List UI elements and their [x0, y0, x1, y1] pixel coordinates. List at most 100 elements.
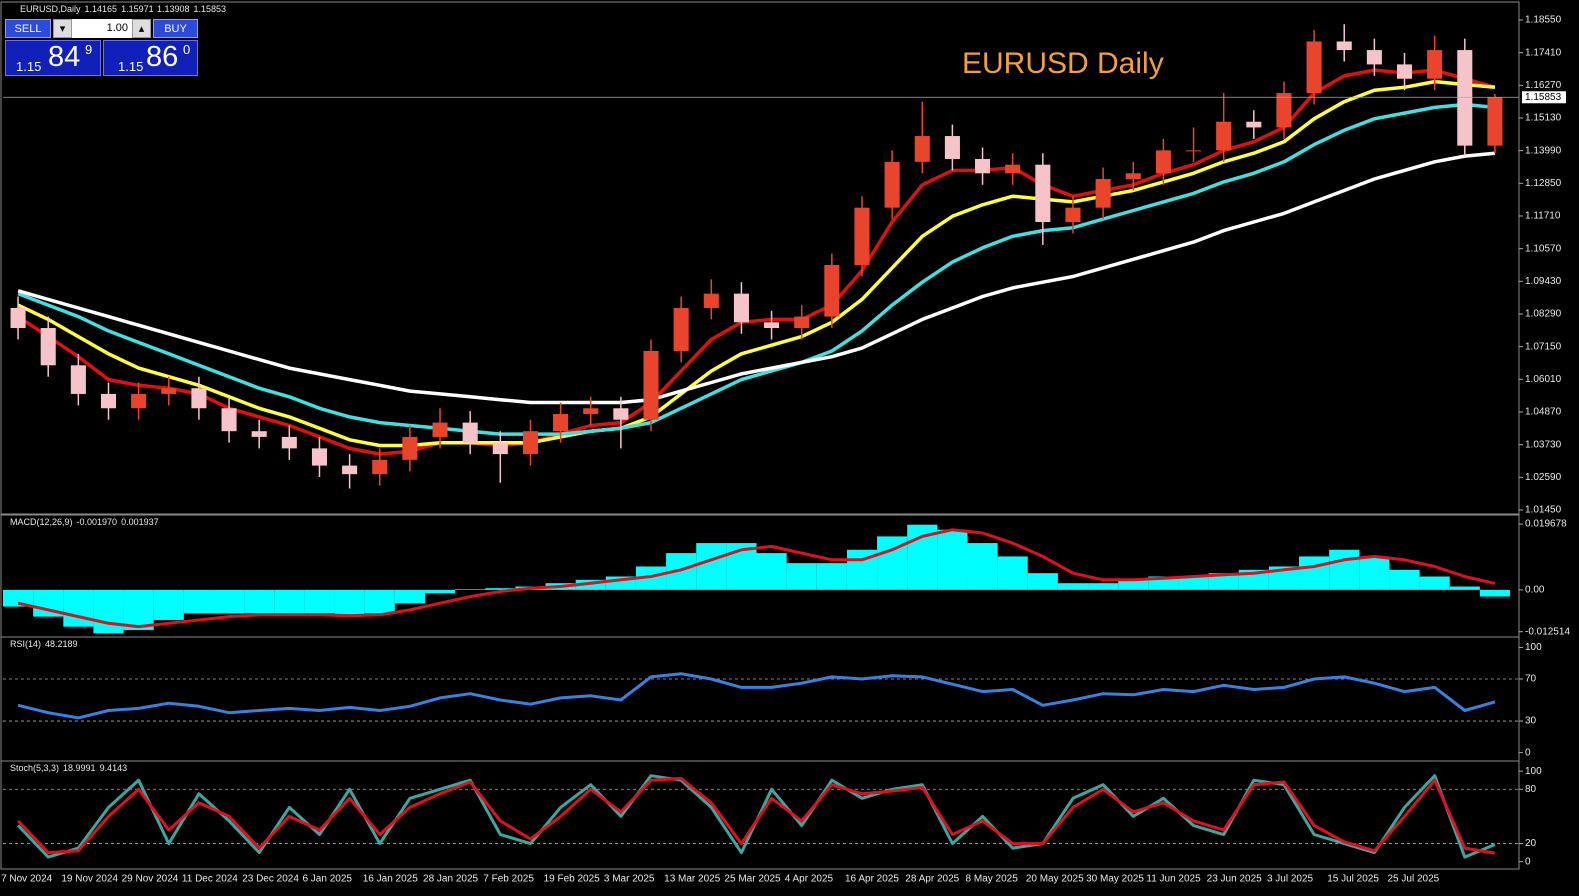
x-tick-label: 28 Apr 2025 [905, 874, 959, 885]
histogram-bar [937, 529, 968, 590]
x-tick-label: 8 May 2025 [966, 874, 1019, 885]
price-label-bg [1522, 91, 1566, 104]
candle-body [191, 388, 207, 409]
panel-title: RSI(14) [10, 639, 41, 649]
candle-body [281, 436, 297, 449]
series-line [17, 776, 1496, 855]
candle-body [1396, 64, 1413, 79]
histogram-bar [1359, 556, 1390, 590]
candle-body [583, 408, 599, 414]
y-tick-label: 1.18550 [1525, 15, 1562, 26]
candle-body [402, 436, 418, 460]
histogram-bar [1027, 573, 1058, 590]
panel-frame [0, 1, 1520, 515]
x-tick-label: 3 Mar 2025 [604, 874, 655, 885]
series-line [17, 774, 1496, 859]
series-line [17, 151, 1496, 405]
candle-body [342, 465, 358, 475]
y-tick-label: 1.10570 [1525, 243, 1562, 254]
histogram-bar [1449, 586, 1480, 590]
trade-panel: SELL ▾ 1.00 ▴ BUY 1.15 84 9 1.15 86 0 [5, 19, 198, 76]
histogram-bar [213, 589, 245, 614]
y-tick-label: 100 [1525, 766, 1542, 777]
histogram-bar [1329, 549, 1360, 590]
histogram-bar [274, 589, 305, 614]
panel-header: EURUSD,Daily 1.14165 1.15971 1.13908 1.15853 [20, 4, 226, 14]
candle-body [161, 388, 177, 394]
y-tick-label: 1.07150 [1525, 341, 1562, 352]
candle-body [462, 422, 478, 443]
candle-body [1125, 173, 1141, 180]
x-tick-label: 25 Mar 2025 [724, 874, 781, 885]
histogram-bar [3, 589, 34, 607]
price-label: 1.15853 [1525, 92, 1562, 103]
candle-body [1306, 41, 1322, 94]
candle-body [854, 207, 870, 265]
panel-header: Stoch(5,3,3) 18.9991 9.4143 [10, 763, 127, 773]
candle-body [1246, 121, 1262, 128]
histogram-bar [304, 589, 335, 614]
candle-body [733, 293, 749, 323]
candle-body [703, 293, 719, 308]
y-tick-label: 1.11710 [1525, 211, 1561, 222]
value-readout: 18.9991 [63, 763, 96, 773]
y-tick-label: 1.02590 [1525, 472, 1562, 483]
x-tick-label: 6 Jan 2025 [302, 874, 352, 885]
y-tick-label: 20 [1525, 838, 1537, 849]
lot-up[interactable]: ▴ [132, 19, 151, 38]
y-tick-label: 1.15130 [1525, 113, 1562, 124]
ask-pips: 86 [146, 41, 179, 73]
x-tick-label: 19 Feb 2025 [544, 874, 601, 885]
histogram-bar [1419, 576, 1450, 590]
candle-body [975, 158, 991, 174]
y-tick-label: 1.04870 [1525, 407, 1562, 418]
panel-frame [0, 636, 1520, 762]
x-tick-label: 4 Apr 2025 [785, 874, 834, 885]
series-line [17, 528, 1496, 629]
histogram-bar [153, 589, 184, 620]
candle-body [522, 431, 538, 455]
x-tick-label: 3 Jul 2025 [1267, 874, 1314, 885]
histogram-bar [967, 543, 998, 590]
signal-readout: 0.001937 [121, 517, 159, 527]
value-readout: 9.4143 [100, 763, 128, 773]
panel-header: MACD(12,26,9) -0.001970 0.001937 [10, 517, 159, 527]
ask-price[interactable]: 1.15 86 0 [103, 40, 198, 76]
candle-body [553, 413, 569, 432]
lot-input[interactable]: 1.00 [72, 19, 132, 38]
y-tick-label: 0 [1525, 747, 1531, 758]
histogram-bar [575, 579, 606, 590]
candle-body [1005, 164, 1021, 174]
ohlc-readout: 1.15971 [121, 4, 154, 14]
histogram-bar [786, 563, 817, 590]
histogram-bar [93, 589, 124, 634]
y-tick-label: 100 [1525, 642, 1542, 653]
candle-body [1427, 50, 1443, 79]
histogram-bar [696, 543, 727, 590]
candle-body [643, 350, 659, 420]
chart-annotation: EURUSD Daily [962, 47, 1164, 80]
lot-down[interactable]: ▾ [53, 19, 72, 38]
histogram-bar [1479, 589, 1510, 597]
candle-body [10, 307, 26, 329]
x-tick-label: 23 Jun 2025 [1207, 874, 1262, 885]
bid-price[interactable]: 1.15 84 9 [5, 40, 101, 76]
bid-prefix: 1.15 [16, 59, 42, 74]
panel-title: MACD(12,26,9) [10, 517, 73, 527]
candle-body [1185, 150, 1202, 152]
buy-button[interactable]: BUY [153, 19, 198, 38]
y-tick-label: 1.08290 [1525, 309, 1562, 320]
candle-body [1366, 50, 1382, 65]
x-tick-label: 25 Jul 2025 [1388, 874, 1440, 885]
y-tick-label: 1.06010 [1525, 374, 1562, 385]
candle-body [1065, 207, 1081, 223]
y-tick-label: 0.019678 [1525, 519, 1567, 530]
candle-body [100, 393, 117, 409]
ask-prefix: 1.15 [118, 59, 144, 74]
y-tick-label: 1.17410 [1525, 47, 1562, 58]
x-tick-label: 30 May 2025 [1086, 874, 1144, 885]
candle-body [1457, 50, 1473, 146]
sell-button[interactable]: SELL [5, 19, 51, 38]
candle-body [251, 431, 267, 437]
